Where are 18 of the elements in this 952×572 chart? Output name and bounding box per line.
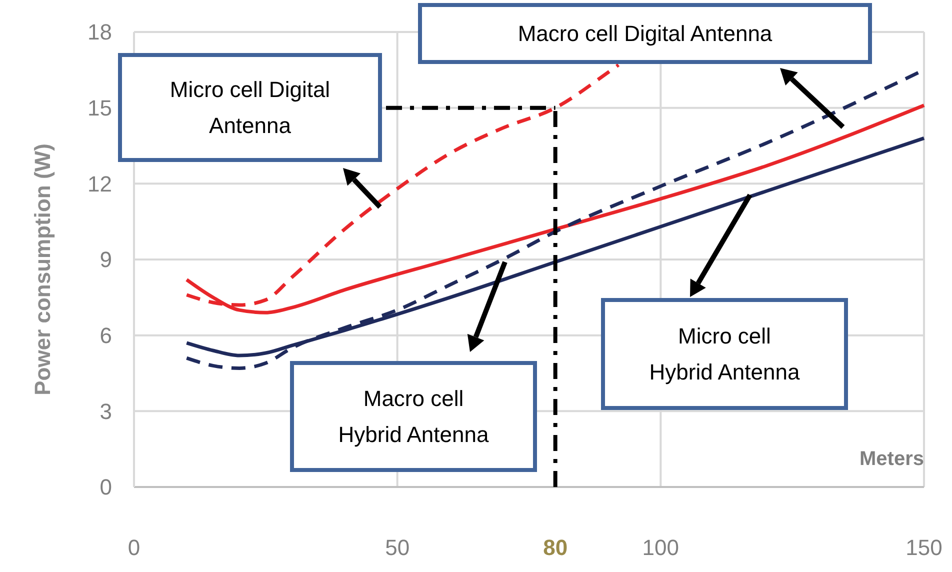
y-tick-label: 12 xyxy=(88,171,112,196)
y-tick-label: 0 xyxy=(100,474,112,500)
y-tick-label: 18 xyxy=(88,20,112,45)
y-tick-label: 3 xyxy=(100,398,112,424)
y-tick-label: 15 xyxy=(88,96,112,121)
annotation: Micro cell Hybrid Antenna xyxy=(649,324,800,385)
annotation: Micro cell Digital Antenna xyxy=(170,77,330,138)
y-tick-label: 6 xyxy=(100,323,112,348)
x-tick-label: 100 xyxy=(642,535,680,560)
x-tick-label: 50 xyxy=(385,535,410,560)
y-tick-label: 9 xyxy=(100,247,112,272)
x-tick-label: 150 xyxy=(906,535,942,560)
x-axis-title: Meters xyxy=(860,448,924,470)
x-tick-label: 0 xyxy=(128,535,140,560)
ref-line-label: 80 xyxy=(543,535,568,560)
annotation: Macro cell Hybrid Antenna xyxy=(338,386,490,448)
annotation: Macro cell Digital Antenna xyxy=(518,21,773,46)
y-axis-title: Power consumption (W) xyxy=(30,144,55,396)
